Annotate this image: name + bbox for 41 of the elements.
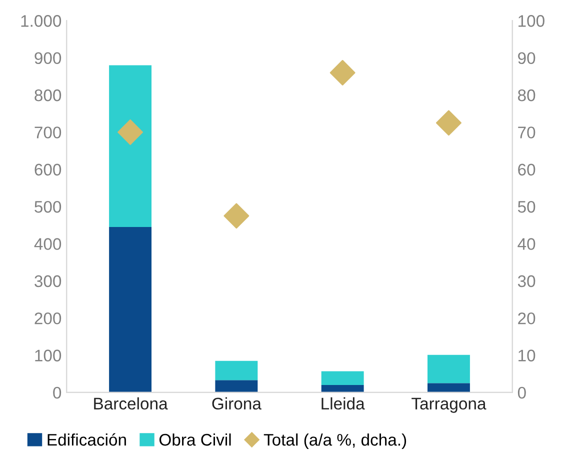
x-tick-label: Girona xyxy=(212,397,262,410)
y-tick-label: 500 xyxy=(34,200,62,213)
y2-tick-label: 100 xyxy=(518,15,544,27)
bar xyxy=(109,227,152,392)
y2-tick-label: 10 xyxy=(518,350,536,362)
bar xyxy=(215,360,258,380)
y2-tick-label: 20 xyxy=(518,312,536,324)
point xyxy=(118,119,143,145)
y-tick-label: 600 xyxy=(34,164,62,176)
y2-tick-label: 0 xyxy=(518,386,526,399)
x-tick-label: Barcelona xyxy=(94,397,168,410)
legend-label: Total (a/a %, dcha.) xyxy=(264,433,406,449)
y2-tick-label: 70 xyxy=(518,126,536,138)
legend-label: Edificación xyxy=(48,433,126,446)
point xyxy=(330,60,356,86)
bar xyxy=(215,380,258,392)
bar xyxy=(427,383,470,392)
y-tick-label: 800 xyxy=(34,89,62,102)
bar xyxy=(321,371,364,386)
y2-tick-label: 30 xyxy=(518,275,536,288)
legend-label: Obra Civil xyxy=(159,433,231,446)
y-tick-label: 100 xyxy=(35,350,62,362)
y-tick-label: 300 xyxy=(34,275,62,288)
y-tick-label: 700 xyxy=(34,126,62,138)
bar xyxy=(321,385,364,392)
y2-tick-label: 80 xyxy=(518,89,536,102)
y-tick-label: 200 xyxy=(34,312,62,324)
point xyxy=(224,203,250,229)
point xyxy=(436,110,462,136)
x-tick-label: Lleida xyxy=(322,397,365,410)
bar xyxy=(109,65,152,227)
y2-tick-label: 60 xyxy=(518,164,536,176)
y2-tick-label: 90 xyxy=(518,52,536,64)
x-tick-label: Tarragona xyxy=(412,398,486,413)
y-tick-label: 900 xyxy=(34,52,62,64)
y-tick-label: 0 xyxy=(53,386,62,399)
y-tick-label: 400 xyxy=(34,238,62,250)
bar xyxy=(427,354,470,384)
y2-tick-label: 50 xyxy=(518,200,536,213)
y2-tick-label: 40 xyxy=(518,238,536,250)
y-tick-label: 1.000 xyxy=(21,15,62,27)
